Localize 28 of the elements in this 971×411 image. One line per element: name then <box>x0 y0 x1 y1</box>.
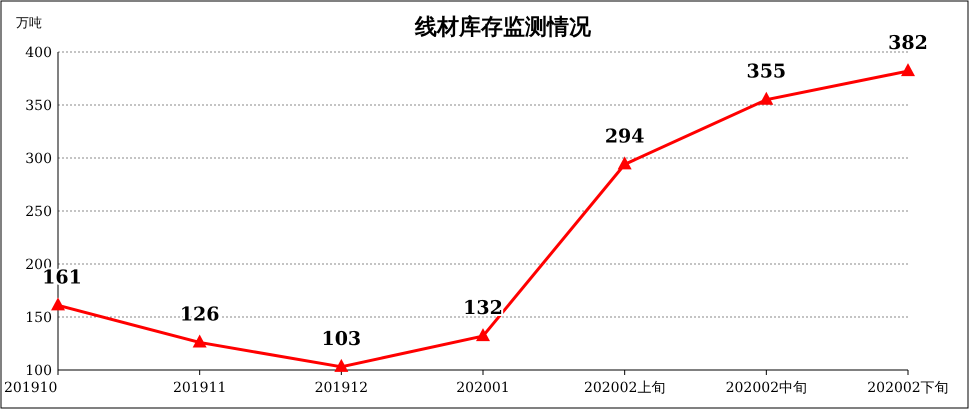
point <box>476 328 490 342</box>
x-tick-label: 201911 <box>172 380 226 396</box>
point <box>334 358 348 372</box>
point <box>51 297 65 310</box>
point <box>618 156 632 170</box>
data-label: 126 <box>180 303 220 326</box>
point <box>192 334 207 348</box>
x-tick-label: 202002上旬 <box>584 380 666 396</box>
y-tick-label: 150 <box>25 310 52 326</box>
data-label: 132 <box>463 297 503 320</box>
x-tick-label: 201912 <box>314 380 368 396</box>
data-label: 103 <box>321 328 362 350</box>
y-axis-title: 万吨 <box>16 15 42 30</box>
y-tick-label: 250 <box>25 204 52 220</box>
y-tick-label: 350 <box>25 98 52 114</box>
point <box>759 92 774 105</box>
x-tick-label: 202002下旬 <box>867 380 949 396</box>
x-tick-label: 202002中旬 <box>726 380 808 396</box>
data-label: 355 <box>746 60 786 83</box>
data-label: 382 <box>888 32 928 54</box>
data-label: 294 <box>604 125 645 148</box>
chart-title: 线材库存监测情况 <box>414 14 592 40</box>
x-tick-label: 201910 <box>4 380 58 396</box>
point <box>901 63 915 76</box>
y-tick-label: 400 <box>25 45 52 61</box>
y-tick-label: 300 <box>25 151 52 167</box>
y-tick-label: 100 <box>25 363 52 379</box>
x-tick-label: 202001 <box>456 380 510 396</box>
